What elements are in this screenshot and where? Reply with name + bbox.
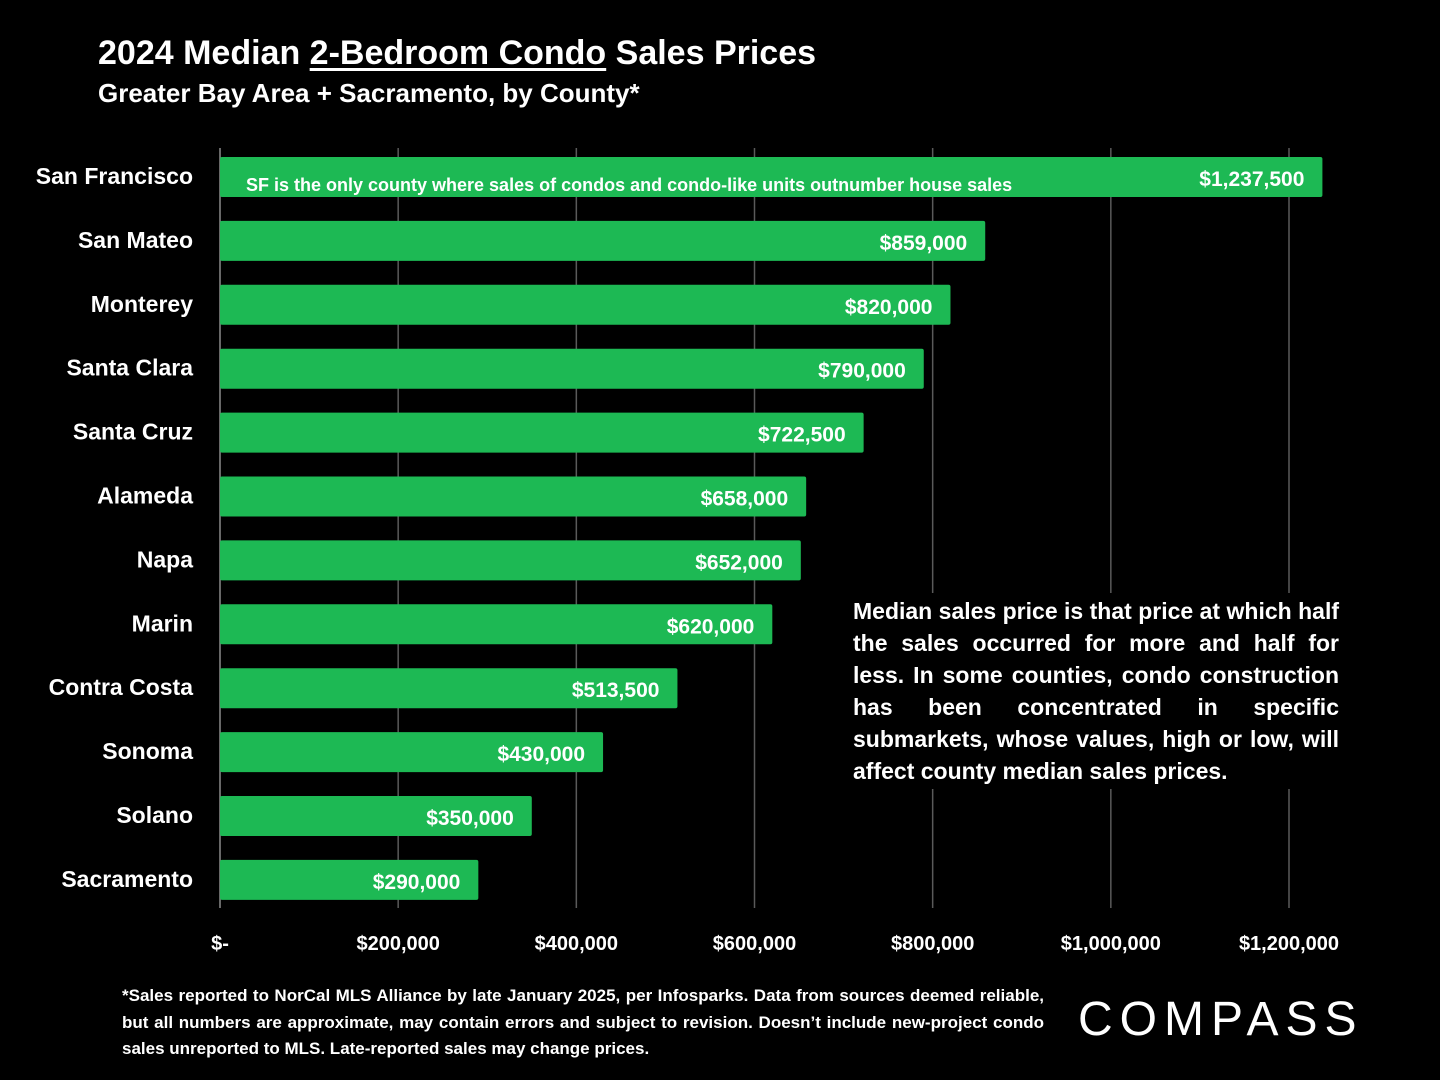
data-label: $620,000 [667,615,755,638]
data-label: $350,000 [426,807,514,830]
bar [220,476,807,517]
data-label: $652,000 [695,551,783,574]
bar [220,732,604,773]
x-tick-label: $- [211,933,229,955]
bar [220,157,1323,197]
category-label: Santa Clara [66,355,193,381]
bar [220,220,986,261]
title-suffix: Sales Prices [606,34,817,72]
category-label: Sonoma [102,738,193,764]
compass-logo: COMPASS [1078,993,1364,1046]
bar [220,348,924,389]
bar [220,796,532,836]
category-label: Alameda [97,483,193,509]
bar [220,540,801,581]
chart-title: 2024 Median 2-Bedroom Condo Sales Prices [98,34,816,73]
category-label: Santa Cruz [73,419,193,445]
category-label: Napa [137,546,193,572]
sf-annotation: SF is the only county where sales of con… [246,175,1012,195]
chart-subtitle: Greater Bay Area + Sacramento, by County… [98,78,640,108]
data-label: $658,000 [701,488,789,511]
data-label: $859,000 [880,232,968,255]
category-label: Sacramento [61,866,193,892]
data-label: $290,000 [373,871,461,894]
bar-chart: $- $200,000 $400,000 $600,000 $800,000 $1,000… [36,148,1339,955]
data-label: $430,000 [497,743,585,766]
x-tick-label: $800,000 [891,933,974,955]
x-tick-label: $400,000 [535,933,618,955]
title-underlined: 2-Bedroom Condo [309,34,607,72]
x-tick-label: $600,000 [713,933,796,955]
title-prefix: 2024 Median [98,34,310,72]
data-label: $820,000 [845,296,933,319]
data-label: $722,500 [758,424,846,447]
bar [220,412,864,453]
footnote: *Sales reported to NorCal MLS Alliance b… [122,986,1044,1058]
category-label: Solano [116,802,193,828]
bar [220,668,678,709]
category-label: Monterey [91,291,193,317]
bar [220,284,951,325]
data-label: $1,237,500 [1199,168,1304,191]
category-label: San Mateo [78,227,193,253]
x-tick-label: $1,000,000 [1061,933,1161,955]
x-tick-label: $200,000 [356,933,439,955]
category-label: Contra Costa [49,674,194,700]
category-label: San Francisco [36,163,193,189]
bar [220,604,773,645]
median-explanation-note: Median sales price is that price at whic… [853,593,1339,789]
category-label: Marin [132,610,193,636]
data-label: $513,500 [572,679,660,702]
bar [220,859,479,900]
data-label: $790,000 [818,360,906,383]
x-tick-label: $1,200,000 [1239,933,1339,955]
